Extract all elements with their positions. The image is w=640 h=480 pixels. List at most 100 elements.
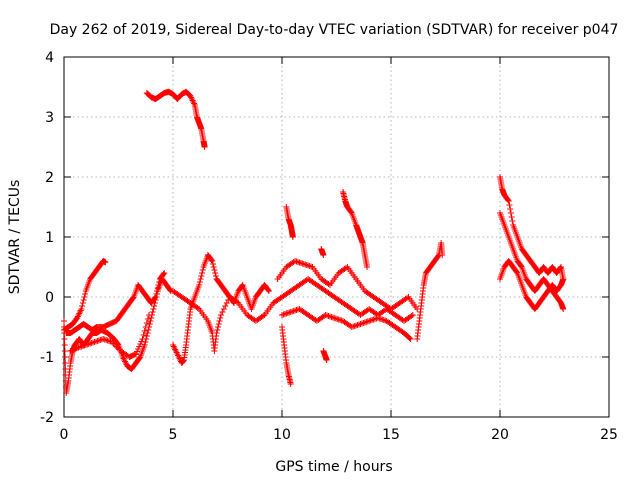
data-point bbox=[130, 295, 137, 301]
data-point bbox=[506, 202, 513, 208]
data-point bbox=[198, 273, 205, 279]
data-point bbox=[154, 288, 161, 294]
data-point bbox=[439, 252, 446, 258]
series-lower-band bbox=[279, 306, 414, 342]
data-point bbox=[213, 330, 220, 336]
series-mid-band bbox=[170, 276, 416, 354]
data-point bbox=[146, 321, 153, 327]
data-point bbox=[150, 306, 157, 312]
data-point bbox=[348, 209, 355, 215]
data-point bbox=[560, 306, 567, 312]
series-late-20-mid bbox=[497, 210, 567, 312]
x-tick-label: 10 bbox=[273, 427, 291, 443]
data-point bbox=[215, 321, 222, 327]
data-point bbox=[435, 253, 442, 259]
data-point bbox=[152, 294, 159, 300]
data-point bbox=[208, 257, 215, 263]
data-point bbox=[505, 198, 512, 204]
data-point bbox=[139, 336, 146, 342]
data-point bbox=[151, 303, 158, 309]
data-point bbox=[513, 269, 520, 275]
data-point bbox=[153, 291, 160, 297]
x-tick-label: 5 bbox=[169, 427, 178, 443]
data-point bbox=[323, 357, 330, 363]
series-early-mid bbox=[63, 270, 168, 336]
x-tick-label: 0 bbox=[60, 427, 69, 443]
data-point bbox=[265, 288, 272, 294]
data-point bbox=[518, 263, 525, 269]
data-point bbox=[146, 312, 153, 318]
data-point bbox=[223, 300, 230, 306]
gridlines bbox=[64, 57, 609, 417]
data-point bbox=[260, 313, 267, 319]
series-dip-near-5 bbox=[170, 252, 272, 366]
data-point bbox=[142, 324, 149, 330]
series-drop-12 bbox=[320, 348, 330, 363]
data-point bbox=[144, 316, 151, 322]
data-point bbox=[151, 295, 158, 301]
data-point bbox=[80, 297, 87, 303]
y-tick-label: 1 bbox=[45, 230, 54, 246]
data-point bbox=[560, 276, 567, 282]
data-point bbox=[61, 336, 68, 342]
data-point bbox=[220, 306, 227, 312]
data-point bbox=[215, 324, 222, 330]
data-point bbox=[167, 287, 174, 293]
data-point bbox=[194, 305, 201, 311]
series-spike-12p8 bbox=[340, 189, 371, 270]
data-point bbox=[62, 360, 69, 366]
data-point bbox=[342, 265, 349, 271]
data-point bbox=[161, 270, 168, 276]
x-tick-label: 15 bbox=[382, 427, 400, 443]
data-point bbox=[557, 265, 564, 271]
data-point bbox=[141, 342, 148, 348]
data-point bbox=[325, 281, 332, 287]
data-point bbox=[154, 285, 161, 291]
data-point bbox=[210, 264, 217, 270]
data-point bbox=[219, 309, 226, 315]
data-point bbox=[61, 342, 68, 348]
x-axis-label: GPS time / hours bbox=[275, 459, 392, 475]
data-points bbox=[61, 88, 567, 396]
data-point bbox=[211, 267, 218, 273]
chart-title: Day 262 of 2019, Sidereal Day-to-day VTE… bbox=[50, 22, 619, 38]
data-point bbox=[217, 312, 224, 318]
data-point bbox=[212, 270, 219, 276]
data-point bbox=[222, 303, 229, 309]
data-point bbox=[320, 252, 327, 258]
data-point bbox=[406, 335, 413, 341]
data-point bbox=[507, 206, 514, 212]
data-point bbox=[214, 327, 221, 333]
y-axis-label: SDTVAR / TECUs bbox=[7, 180, 23, 295]
data-point bbox=[196, 279, 203, 285]
data-point bbox=[507, 210, 514, 216]
y-tick-label: 3 bbox=[45, 110, 54, 126]
data-point bbox=[216, 318, 223, 324]
data-point bbox=[403, 295, 410, 301]
data-point bbox=[160, 271, 167, 277]
series-upper-band bbox=[274, 258, 421, 312]
data-point bbox=[504, 197, 511, 203]
data-point bbox=[217, 315, 224, 321]
data-point bbox=[143, 320, 150, 326]
data-point bbox=[143, 333, 150, 339]
series-small-11p8 bbox=[318, 246, 327, 258]
data-point bbox=[81, 294, 88, 300]
y-tick-label: -1 bbox=[40, 350, 54, 366]
series-late-20-lower bbox=[497, 258, 567, 312]
y-tick-label: -2 bbox=[40, 410, 54, 426]
data-point bbox=[364, 264, 371, 270]
data-point bbox=[79, 303, 86, 309]
data-point bbox=[102, 259, 109, 266]
data-point bbox=[145, 327, 152, 333]
data-point bbox=[61, 318, 67, 324]
y-tick-label: 0 bbox=[45, 290, 54, 306]
data-point bbox=[140, 332, 147, 338]
x-tick-label: 25 bbox=[600, 427, 618, 443]
data-point bbox=[509, 218, 516, 224]
data-point bbox=[79, 300, 86, 306]
data-point bbox=[156, 279, 163, 285]
data-point bbox=[209, 261, 216, 267]
data-point bbox=[209, 258, 216, 264]
data-point bbox=[196, 282, 203, 288]
